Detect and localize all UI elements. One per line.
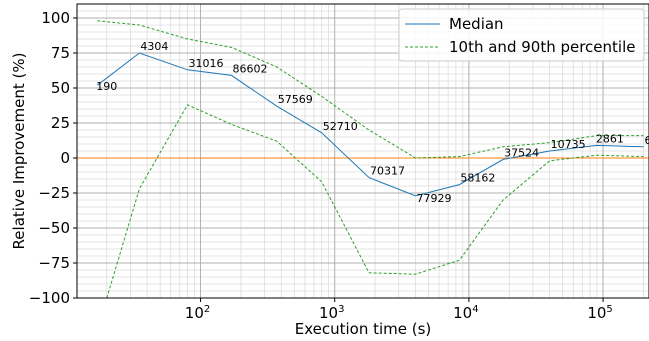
point-annotation: 77929: [416, 192, 451, 205]
y-tick-label: 50: [51, 79, 70, 97]
y-axis-title: Relative Improvement (%): [10, 53, 28, 250]
x-tick-label: 104: [453, 304, 478, 322]
series-line-1: [97, 20, 644, 159]
y-tick-label: 100: [41, 9, 70, 27]
point-annotation: 190: [96, 80, 117, 93]
point-annotation: 10735: [551, 138, 586, 151]
y-axis: 100 75 50 25 0 −25 −50 −75 −100: [29, 9, 77, 307]
x-tick-label: 102: [185, 304, 210, 322]
y-tick-label: −25: [38, 184, 70, 202]
point-annotation: 2861: [596, 132, 624, 145]
legend-label-median: Median: [449, 15, 504, 33]
y-tick-label: 75: [51, 44, 70, 62]
series-line-0: [96, 52, 644, 197]
point-annotation: 86602: [232, 62, 267, 75]
x-tick-label: 105: [587, 304, 612, 322]
x-axis: 102 103 104 105: [185, 298, 613, 322]
y-tick-label: −75: [38, 254, 70, 272]
y-tick-label: −50: [38, 219, 70, 237]
legend: Median 10th and 90th percentile: [398, 8, 645, 62]
point-annotation: 37524: [504, 146, 539, 159]
series-layer: [96, 20, 644, 299]
legend-label-percentile: 10th and 90th percentile: [449, 38, 636, 56]
point-annotation: 58162: [460, 172, 495, 185]
point-annotation: 57569: [278, 93, 313, 106]
point-annotation: 70317: [370, 165, 405, 178]
y-tick-label: 0: [60, 149, 70, 167]
point-annotation: 64: [644, 134, 649, 147]
point-annotation: 4304: [140, 40, 168, 53]
series-line-2: [106, 104, 644, 299]
plot-frame: [76, 3, 649, 299]
point-annotation: 52710: [323, 120, 358, 133]
annotation-layer: 190 4304 31016 86602 57569 52710 70317 77929 581…: [96, 40, 649, 205]
legend-box: [398, 8, 645, 62]
point-annotation: 31016: [189, 57, 224, 70]
x-tick-label: 103: [319, 304, 344, 322]
y-tick-label: 25: [51, 114, 70, 132]
x-axis-title: Execution time (s): [295, 320, 432, 338]
y-tick-label: −100: [29, 289, 70, 307]
